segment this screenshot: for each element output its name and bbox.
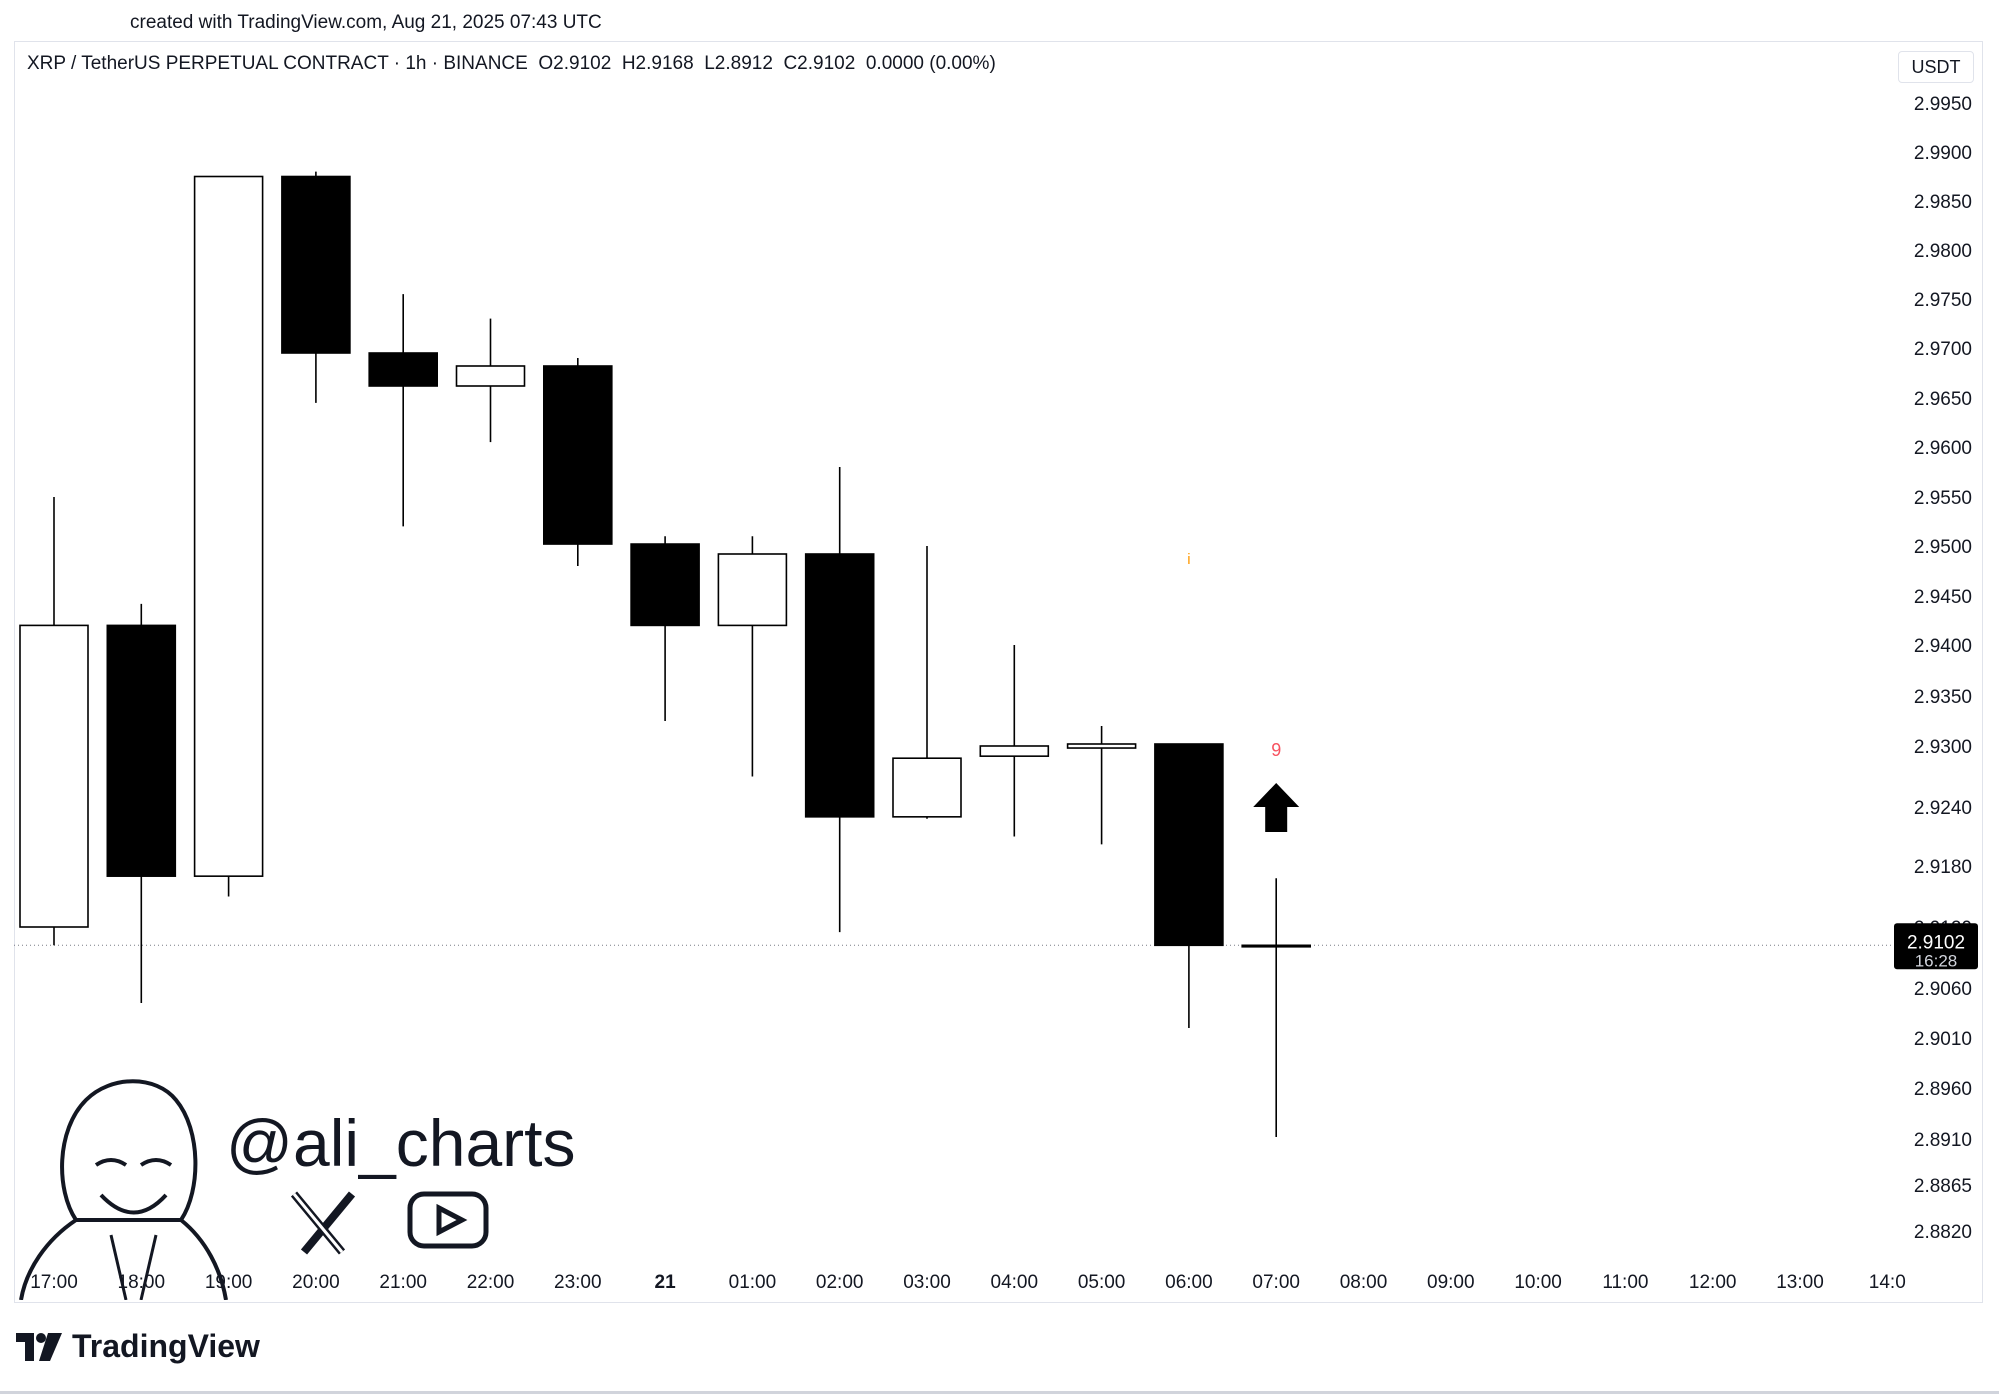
- tradingview-brand: TradingView: [16, 1328, 260, 1365]
- x-tick-label: 19:00: [205, 1272, 253, 1293]
- x-tick-label: 03:00: [903, 1272, 951, 1293]
- candle-body: [630, 543, 700, 627]
- candle-body: [717, 553, 788, 627]
- y-tick-label: 2.8865: [1914, 1176, 1972, 1197]
- y-tick-label: 2.9900: [1914, 143, 1972, 164]
- x-tick-label: 14:0: [1869, 1272, 1906, 1293]
- currency-unit-button[interactable]: USDT: [1898, 51, 1974, 83]
- y-tick-label: 2.9700: [1914, 339, 1972, 360]
- candle-body: [455, 365, 526, 387]
- y-tick-label: 2.9240: [1914, 798, 1972, 819]
- x-tick-label: 21:00: [379, 1272, 427, 1293]
- x-tick-label: 23:00: [554, 1272, 602, 1293]
- bar-countdown: 16:28: [1915, 951, 1958, 970]
- y-tick-label: 2.9180: [1914, 857, 1972, 878]
- y-tick-label: 2.9300: [1914, 737, 1972, 758]
- watermark-handle: @ali_charts: [226, 1106, 576, 1180]
- chart-frame: [14, 41, 1983, 1303]
- candle-body: [542, 365, 613, 545]
- x-tick-label: 05:00: [1078, 1272, 1126, 1293]
- candle-body: [193, 175, 264, 877]
- x-logo-icon: [290, 1191, 356, 1255]
- candle-body: [1066, 743, 1137, 749]
- x-tick-label: 06:00: [1165, 1272, 1213, 1293]
- x-tick-label: 20:00: [292, 1272, 340, 1293]
- y-tick-label: 2.9450: [1914, 587, 1972, 608]
- x-tick-label: 11:00: [1602, 1272, 1648, 1293]
- avatar-sketch: [19, 1079, 228, 1300]
- y-tick-label: 2.8820: [1914, 1222, 1972, 1243]
- y-tick-label: 2.9650: [1914, 389, 1972, 410]
- youtube-icon: [407, 1191, 489, 1249]
- social-icons: [288, 1190, 490, 1256]
- tradingview-logo-icon: [16, 1332, 62, 1361]
- footer-rule: [0, 1391, 1999, 1394]
- brand-name: TradingView: [72, 1328, 260, 1364]
- y-tick-label: 2.9600: [1914, 438, 1972, 459]
- x-tick-label: 22:00: [467, 1272, 515, 1293]
- x-tick-label: 18:00: [118, 1272, 166, 1293]
- candle-body: [892, 757, 962, 818]
- candle-body: [368, 352, 439, 387]
- y-tick-label: 2.9950: [1914, 94, 1972, 115]
- y-tick-label: 2.9350: [1914, 687, 1972, 708]
- x-tick-label: 10:00: [1514, 1272, 1562, 1293]
- candle-body: [19, 624, 89, 928]
- candle-body: [1154, 743, 1224, 947]
- candle-body: [281, 175, 351, 354]
- last-price-tag: [1894, 923, 1978, 970]
- y-tick-label: 2.9500: [1914, 537, 1972, 558]
- y-tick-label: 2.9060: [1914, 979, 1972, 1000]
- buy-signal-arrow: [1253, 783, 1300, 832]
- candle-body: [106, 624, 177, 877]
- x-tick-label: 13:00: [1776, 1272, 1824, 1293]
- x-tick-label: 09:00: [1427, 1272, 1475, 1293]
- y-tick-label: 2.9550: [1914, 488, 1972, 509]
- x-tick-label: 12:00: [1689, 1272, 1737, 1293]
- x-tick-label: 01:00: [729, 1272, 777, 1293]
- signal-label: i: [1187, 551, 1190, 568]
- y-tick-label: 2.9800: [1914, 241, 1972, 262]
- candle-body: [979, 745, 1050, 757]
- x-tick-label: 17:00: [30, 1272, 78, 1293]
- symbol-legend: XRP / TetherUS PERPETUAL CONTRACT · 1h ·…: [27, 53, 996, 74]
- candle-body: [804, 553, 875, 818]
- y-tick-label: 2.9400: [1914, 636, 1972, 657]
- x-tick-label: 08:00: [1340, 1272, 1388, 1293]
- y-tick-label: 2.8960: [1914, 1079, 1972, 1100]
- x-tick-label: 04:00: [991, 1272, 1039, 1293]
- y-tick-label: 2.9850: [1914, 192, 1972, 213]
- created-caption: created with TradingView.com, Aug 21, 20…: [130, 12, 602, 33]
- x-tick-label: 07:00: [1252, 1272, 1300, 1293]
- x-tick-label: 02:00: [816, 1272, 864, 1293]
- y-tick-label: 2.9750: [1914, 290, 1972, 311]
- y-tick-label: 2.9010: [1914, 1029, 1972, 1050]
- last-price-value: 2.9102: [1907, 932, 1965, 953]
- signal-label: 9: [1271, 740, 1281, 760]
- y-tick-label: 2.8910: [1914, 1130, 1972, 1151]
- x-tick-label: 21: [655, 1272, 677, 1293]
- candle-body: [1241, 944, 1311, 948]
